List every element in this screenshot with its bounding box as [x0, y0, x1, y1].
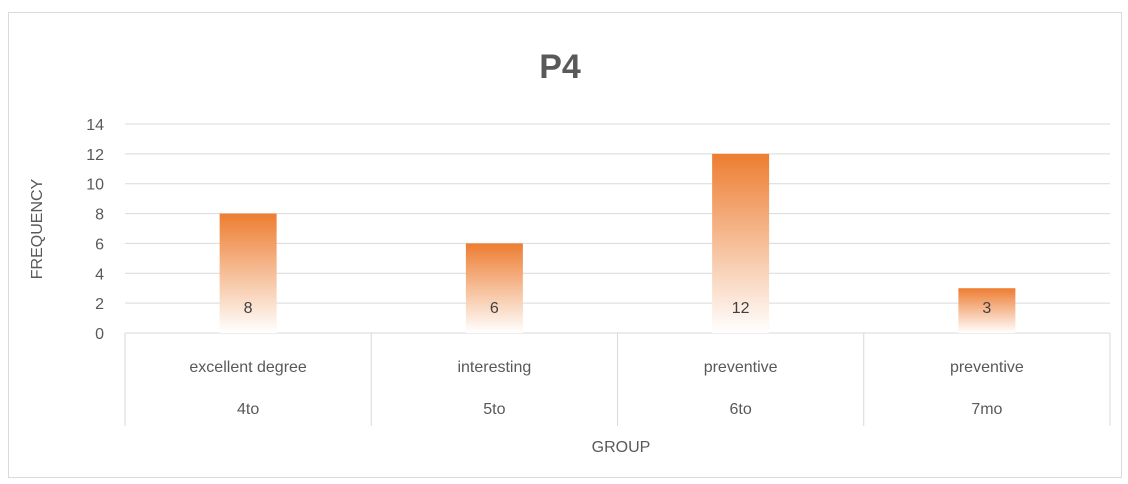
y-tick-label: 8 [95, 207, 104, 224]
y-axis-label: FREQUENCY [29, 178, 46, 279]
y-tick-label: 14 [86, 117, 104, 134]
y-tick-label: 12 [86, 147, 104, 164]
group-label: 7mo [971, 401, 1002, 418]
chart-title: P4 [539, 48, 581, 86]
y-tick-label: 2 [95, 296, 104, 313]
gridlines [125, 123, 1110, 334]
group-label: 6to [730, 401, 752, 418]
data-label: 3 [982, 300, 991, 317]
category-label: excellent degree [189, 359, 307, 376]
bar [465, 243, 523, 333]
category-label: preventive [950, 359, 1024, 376]
data-label: 8 [244, 300, 253, 317]
chart-area [8, 12, 1122, 478]
y-tick-label: 6 [95, 236, 104, 253]
group-label: 4to [237, 401, 259, 418]
y-tick-label: 10 [86, 177, 104, 194]
y-tick-label: 0 [95, 326, 104, 343]
bar [219, 213, 277, 333]
data-label: 12 [732, 300, 750, 317]
y-axis-ticks: 0 2 4 6 8 10 12 14 [86, 117, 104, 343]
x-axis-label: GROUP [592, 439, 651, 456]
group-label: 5to [483, 401, 505, 418]
bar [958, 288, 1016, 333]
data-label: 6 [490, 300, 499, 317]
category-label: interesting [457, 359, 531, 376]
y-tick-label: 4 [95, 266, 104, 283]
category-axis: excellent degree 4to interesting 5to prevent… [124, 333, 1111, 426]
category-label: preventive [704, 359, 778, 376]
bar [712, 153, 770, 333]
bars: 8 6 12 3 [219, 153, 1016, 333]
